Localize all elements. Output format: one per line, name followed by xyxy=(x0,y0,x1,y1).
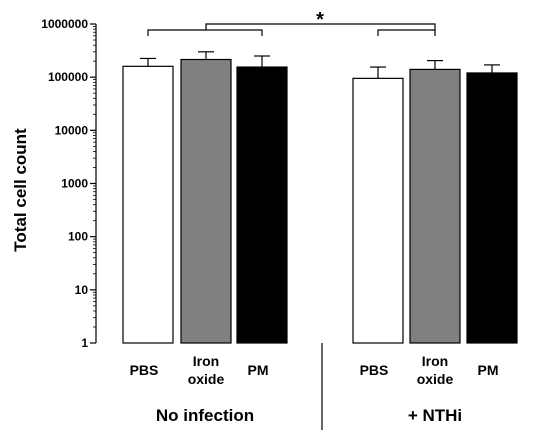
bracket-right-group xyxy=(377,29,436,36)
bar xyxy=(352,77,404,344)
category-label: PM xyxy=(248,362,269,378)
y-tick-label: 10 xyxy=(75,283,89,297)
category-label: PM xyxy=(478,362,499,378)
group-label: No infection xyxy=(156,406,254,425)
y-tick-label: 10000 xyxy=(55,123,89,137)
y-tick-label: 100000 xyxy=(48,70,88,84)
bar xyxy=(122,65,174,344)
category-label: PBS xyxy=(130,362,159,378)
category-label: oxide xyxy=(417,371,454,387)
category-label: oxide xyxy=(188,371,225,387)
bracket-left-group xyxy=(147,29,263,36)
significance-bracket xyxy=(205,23,436,30)
y-tick-label: 1000 xyxy=(61,177,88,191)
y-tick-label: 1000000 xyxy=(41,17,88,31)
y-axis-title: Total cell count xyxy=(11,128,30,252)
category-label: Iron xyxy=(193,353,219,369)
category-label: Iron xyxy=(422,353,448,369)
y-tick-label: 100 xyxy=(68,230,88,244)
bar xyxy=(466,72,518,344)
bar xyxy=(236,66,288,344)
group-label: + NTHi xyxy=(408,406,462,425)
significance-label: * xyxy=(316,9,324,31)
category-label: PBS xyxy=(360,362,389,378)
bar xyxy=(180,58,232,344)
bar xyxy=(409,68,461,344)
y-tick-label: 1 xyxy=(81,336,88,350)
